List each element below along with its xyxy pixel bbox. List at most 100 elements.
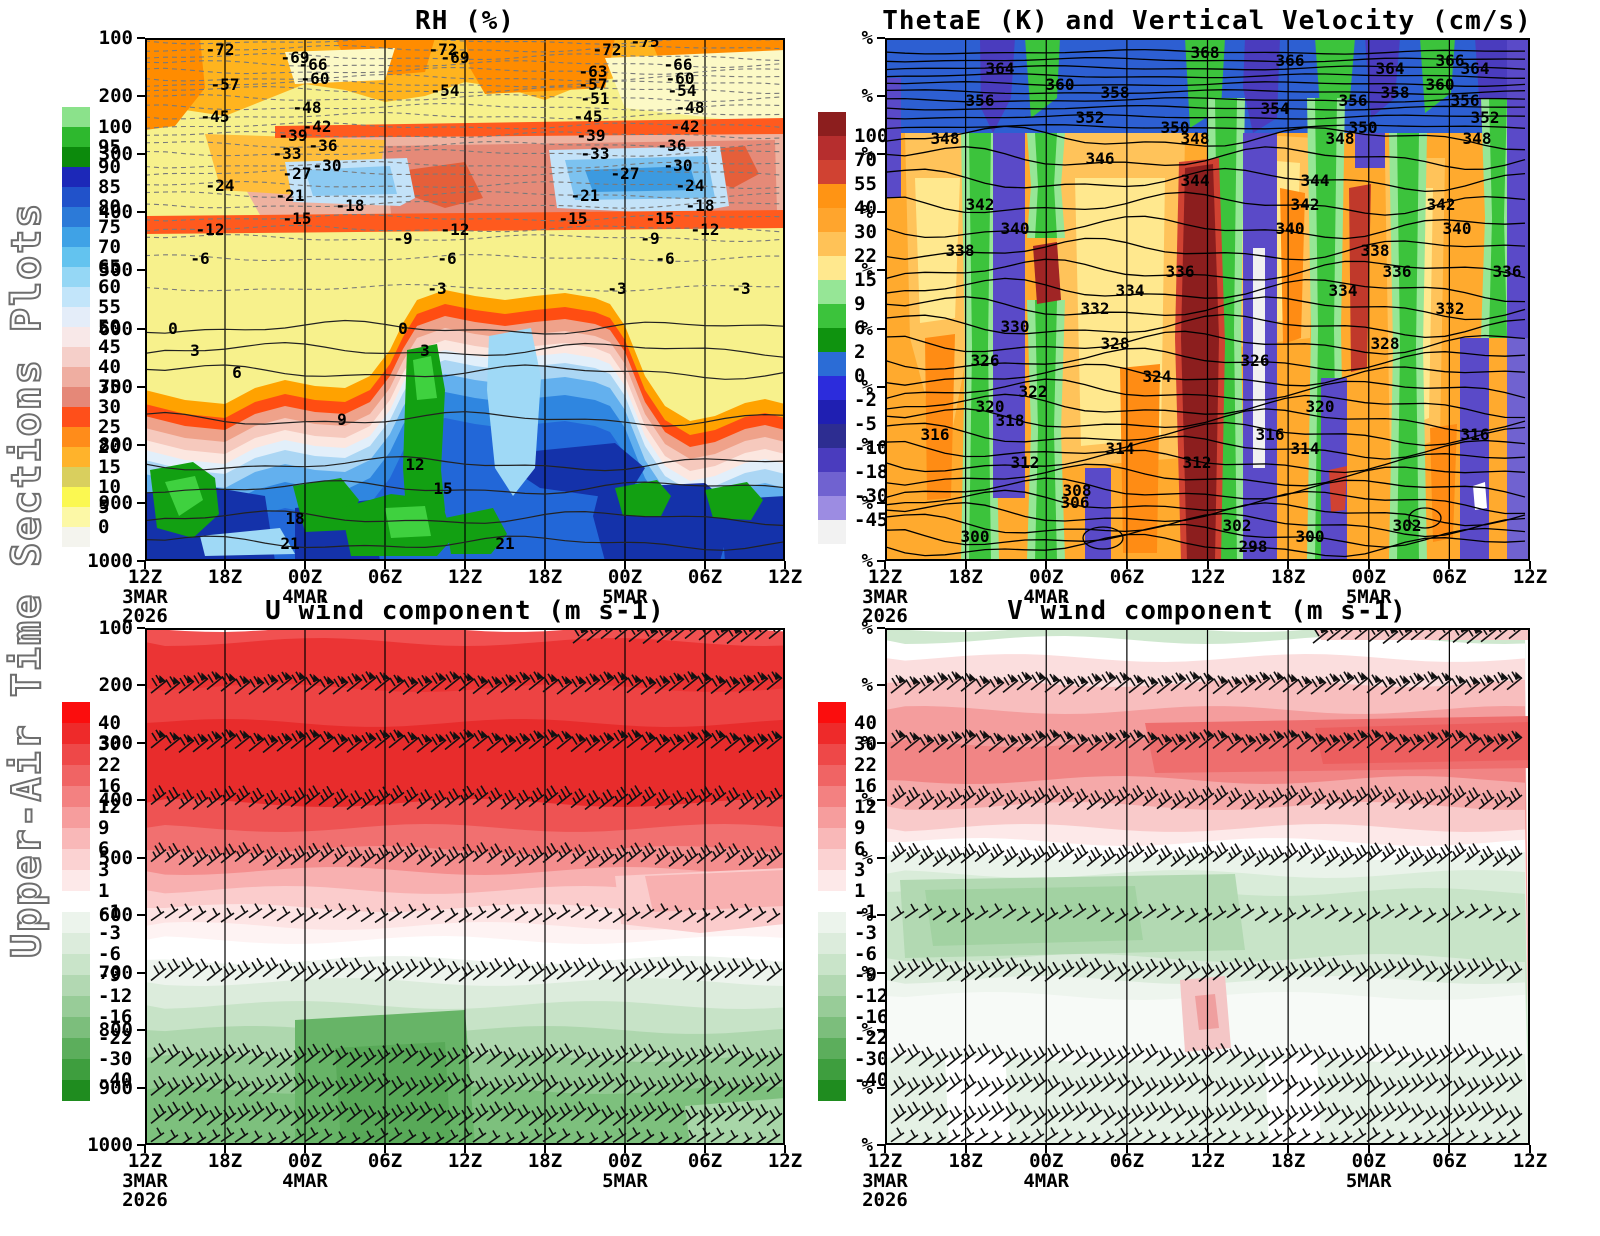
y-axis-tick-label: 600 [98,317,133,340]
svg-text:-21: -21 [571,186,600,205]
y-axis-tick-label: 500 [98,259,133,282]
svg-text:-60: -60 [301,69,330,88]
colorbar-tick-label: -2 [854,389,877,411]
colorbar-cell [62,912,90,933]
y-axis-tick-mark [877,856,885,859]
x-axis-tick-mark [1125,1145,1128,1153]
svg-text:-69: -69 [441,48,470,67]
colorbar-cell [818,400,846,424]
y-axis-tick-mark [877,1029,885,1032]
colorbar-tick-label: 6 [98,838,110,860]
colorbar-tick-label: 100 [854,125,889,147]
svg-text:-51: -51 [581,89,610,108]
colorbar-cell [62,828,90,849]
colorbar-cell [818,112,846,136]
y-axis-tick-mark [877,1086,885,1089]
svg-text:-30: -30 [313,156,342,175]
colorbar-cell [818,828,846,849]
svg-text:346: 346 [1086,149,1115,168]
svg-text:320: 320 [1306,397,1335,416]
svg-text:364: 364 [1376,59,1405,78]
colorbar-cell [62,975,90,996]
y-axis-tick-mark [877,914,885,917]
y-axis-tick-mark [137,799,145,802]
colorbar-cell [62,327,90,347]
y-axis-tick-label: % [861,1019,873,1042]
svg-text:6: 6 [232,363,242,382]
svg-text:3: 3 [420,341,430,360]
x-axis-tick-mark [704,561,706,569]
y-axis-tick-mark [137,1029,145,1032]
colorbar-cell [62,427,90,447]
x-axis-tick-label: 18Z [948,1150,983,1172]
svg-text:360: 360 [1426,75,1455,94]
colorbar-cell [818,496,846,520]
colorbar-tick-label: 12 [854,796,877,818]
colorbar-tick-label: -3 [854,922,877,944]
colorbar-tick-label: -10 [854,437,889,459]
svg-text:-6: -6 [655,249,674,268]
x-axis-tick-mark [624,1145,626,1153]
x-axis-tick-label: 00Z [1029,566,1064,588]
colorbar-cell [818,328,846,352]
colorbar-cell [62,167,90,187]
y-axis-tick-mark [137,95,145,98]
colorbar-cell [62,147,90,167]
colorbar-tick-label: 20 [98,436,121,458]
colorbar-cell [818,520,846,544]
colorbar-tick-label: 45 [98,336,121,358]
svg-text:338: 338 [1361,241,1390,260]
colorbar-tick-label: -12 [854,985,889,1007]
x-axis-tick-mark [964,1145,967,1153]
colorbar-cell [818,280,846,304]
svg-text:-66: -66 [664,55,693,74]
colorbar-cell [818,208,846,232]
svg-text:356: 356 [966,91,995,110]
y-axis-tick-mark [137,856,145,859]
y-axis-tick-label: % [861,1076,873,1099]
svg-text:366: 366 [1436,51,1465,70]
colorbar-tick-label: 40 [854,197,877,219]
x-axis-tick-mark [784,1145,786,1153]
x-axis-tick-label: 00Z [287,1150,323,1172]
svg-text:322: 322 [1019,382,1048,401]
svg-text:-15: -15 [283,209,312,228]
y-axis-tick-label: 800 [98,433,133,456]
contour-labels: -75-72 -72 -72-69 -69-66 -66-63-60 -60-57 -57-… [168,38,750,553]
svg-text:-42: -42 [303,117,332,136]
x-axis-tick-label: 00Z [1351,1150,1386,1172]
svg-text:-75: -75 [631,38,660,51]
x-axis-tick-mark [464,1145,466,1153]
y-axis-tick-label: 200 [98,85,133,108]
colorbar-cell [818,891,846,912]
x-axis-tick-label: 12Z [127,566,163,588]
colorbar-tick-label: 9 [98,817,110,839]
colorbar-cell [62,1017,90,1038]
y-axis-tick-mark [137,269,145,272]
colorbar-tick-label: 40 [854,712,877,734]
x-axis-tick-label: 06Z [367,566,403,588]
svg-text:-54: -54 [668,81,697,100]
svg-text:368: 368 [1191,43,1220,62]
colorbar-cell [818,765,846,786]
colorbar-cell [818,723,846,744]
colorbar-tick-label: 15 [98,456,121,478]
svg-text:360: 360 [1046,75,1075,94]
x-axis-tick-mark [384,561,386,569]
colorbar-tick-label: 0 [854,365,866,387]
svg-text:312: 312 [1011,453,1040,472]
x-axis-tick-label: 18Z [207,1150,243,1172]
y-axis-tick-mark [137,1086,145,1089]
colorbar-tick-label: -12 [98,985,133,1007]
colorbar-cell [62,467,90,487]
y-axis-tick-label: 300 [98,143,133,166]
colorbar-tick-label: 50 [98,316,121,338]
svg-text:358: 358 [1381,83,1410,102]
svg-text:18: 18 [285,509,304,528]
svg-text:15: 15 [433,479,452,498]
svg-text:324: 324 [1143,367,1172,386]
y-axis-tick-mark [877,327,885,330]
colorbar-cell [62,996,90,1017]
x-axis-tick-label: 12Z [767,1150,803,1172]
svg-text:-54: -54 [431,81,460,100]
